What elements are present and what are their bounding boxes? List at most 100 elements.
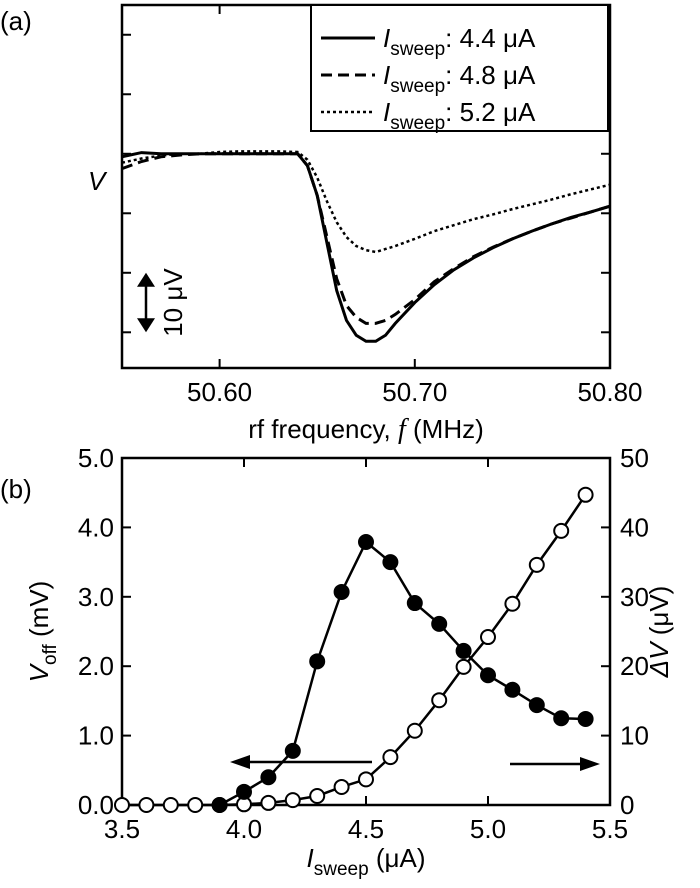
legend-label: Isweep: 4.8 μA <box>383 60 536 97</box>
y-tick-label: 1.0 <box>78 721 114 751</box>
label-part: V <box>24 662 54 682</box>
marker <box>236 783 252 800</box>
marker <box>358 771 374 788</box>
label-part: sweep <box>314 859 369 880</box>
x-tick-label: 5.5 <box>592 814 628 844</box>
label-part: (MHz) <box>406 414 484 444</box>
legend-label: Isweep: 5.2 μA <box>383 97 536 134</box>
x-tick-label: 4.0 <box>226 814 262 844</box>
marker <box>333 778 350 795</box>
marker <box>504 595 521 612</box>
scale-bar-label: 10 μV <box>158 268 188 337</box>
y2-tick-label: 50 <box>620 443 649 473</box>
label-part: I <box>383 97 390 127</box>
y-tick-label: 3.0 <box>78 582 114 612</box>
marker <box>211 797 228 813</box>
label-part: I <box>383 60 390 90</box>
marker <box>138 797 155 813</box>
x-axis-label: Isweep (μA) <box>306 843 425 880</box>
x-tick-label: 4.5 <box>348 814 384 844</box>
label-part: (μA) <box>369 843 426 873</box>
marker <box>577 710 594 727</box>
marker <box>480 667 496 684</box>
marker <box>528 556 545 573</box>
marker <box>114 797 130 813</box>
marker <box>455 642 472 659</box>
y2-tick-label: 20 <box>620 651 649 681</box>
arrow-right <box>510 757 600 771</box>
label-part: rf frequency, <box>248 414 398 444</box>
label-part: sweep <box>390 76 445 97</box>
label-part: (mV) <box>24 581 54 645</box>
marker <box>309 787 326 804</box>
marker <box>406 595 423 612</box>
y-axis-label: V <box>88 166 108 196</box>
x-tick-label: 50.60 <box>187 377 252 407</box>
label-part: ΔV <box>644 640 674 678</box>
label-part: I <box>383 23 390 53</box>
label-part: off <box>40 643 61 665</box>
x-tick-label: 50.70 <box>382 377 447 407</box>
scale-bar-head <box>137 272 155 287</box>
legend-label: Isweep: 4.4 μA <box>383 23 536 60</box>
arrow-head <box>580 757 600 771</box>
marker <box>431 615 448 632</box>
y2-tick-label: 30 <box>620 582 649 612</box>
y2-tick-label: 40 <box>620 512 649 542</box>
y2-axis-label: ΔV (μV) <box>644 586 674 679</box>
marker <box>455 658 472 675</box>
marker <box>260 794 277 811</box>
label-part: I <box>306 843 313 873</box>
marker <box>553 522 570 539</box>
label-part: (μV) <box>644 586 674 643</box>
arrow-left <box>230 755 372 769</box>
x-tick-label: 3.5 <box>104 814 140 844</box>
marker <box>431 692 448 709</box>
marker <box>284 792 301 809</box>
marker <box>382 749 399 766</box>
legend-box <box>310 4 609 132</box>
label-part: sweep <box>390 39 445 60</box>
panel-label: (b) <box>0 474 32 504</box>
marker <box>162 797 179 813</box>
y2-tick-label: 10 <box>620 721 649 751</box>
y-tick-label: 0.0 <box>78 790 114 820</box>
series-line <box>121 150 611 254</box>
x-tick-label: 50.80 <box>577 377 642 407</box>
scale-bar-head <box>137 318 155 333</box>
series-line <box>121 152 611 325</box>
marker <box>187 797 204 813</box>
marker <box>553 710 570 727</box>
y-tick-label: 4.0 <box>78 512 114 542</box>
series-line <box>121 151 611 343</box>
series-line <box>122 494 587 807</box>
arrow-head <box>230 755 250 769</box>
marker <box>358 533 374 550</box>
y-tick-label: 5.0 <box>78 443 114 473</box>
marker <box>480 629 496 646</box>
label-part: : 4.4 μA <box>445 23 536 53</box>
label-part: : 5.2 μA <box>445 97 536 127</box>
panel-label: (a) <box>0 6 32 36</box>
marker <box>309 653 326 670</box>
label-part: sweep <box>390 113 445 134</box>
marker <box>504 681 521 698</box>
marker <box>406 722 423 739</box>
marker <box>577 486 594 503</box>
marker <box>382 554 399 571</box>
label-part: f <box>398 414 409 445</box>
marker <box>528 697 545 714</box>
y-axis-label: Voff (mV) <box>24 581 61 683</box>
x-axis-label: rf frequency, f (MHz) <box>248 414 484 445</box>
label-part: : 4.8 μA <box>445 60 536 90</box>
y2-tick-label: 0 <box>620 790 634 820</box>
marker <box>333 583 350 600</box>
plot-frame <box>120 456 612 807</box>
x-tick-label: 5.0 <box>470 814 506 844</box>
marker <box>284 742 301 759</box>
marker <box>260 769 277 786</box>
y-tick-label: 2.0 <box>78 651 114 681</box>
series-line <box>219 540 586 807</box>
